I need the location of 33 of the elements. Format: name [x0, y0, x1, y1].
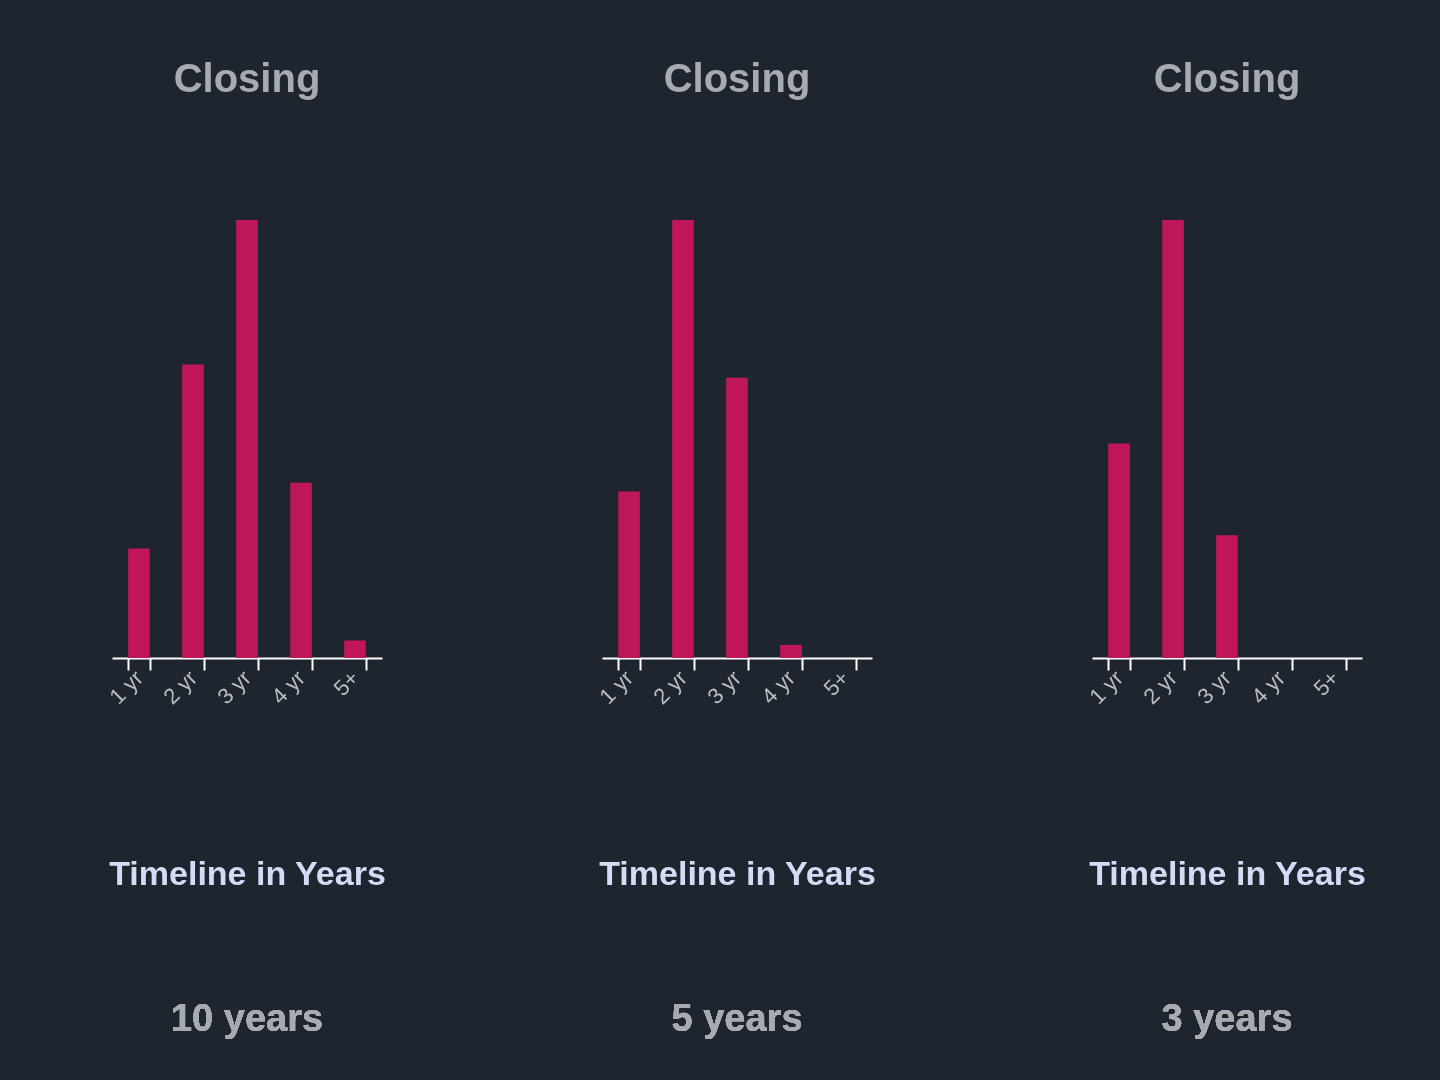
x-tick-label: 5+	[328, 665, 364, 701]
x-axis-title: Timeline in Years	[109, 854, 386, 893]
text: 10 years	[170, 997, 324, 1039]
x-tick-label: 1 yr	[104, 665, 148, 709]
bar	[618, 491, 640, 658]
chart-title: Closing	[663, 56, 811, 100]
x-tick-label: 4 yr	[266, 665, 310, 709]
x-tick-label: 3 yr	[702, 665, 746, 709]
text: 3 years	[1161, 997, 1293, 1039]
x-tick-label: 4 yr	[1246, 665, 1290, 709]
x-tick-label: 4 yr	[756, 665, 800, 709]
bar	[182, 364, 204, 658]
text: 5 years	[671, 997, 803, 1039]
x-axis-title: Timeline in Years	[1089, 854, 1366, 893]
x-tick-label: 3 yr	[1192, 665, 1236, 709]
x-tick-label: 2 yr	[158, 665, 202, 709]
chart-title: Closing	[173, 56, 321, 100]
bar	[236, 220, 258, 658]
x-tick-label: 5+	[818, 665, 854, 701]
bar	[672, 220, 694, 658]
x-tick-label: 2 yr	[1138, 665, 1182, 709]
bar	[726, 377, 748, 658]
bar	[290, 482, 312, 658]
x-tick-label: 1 yr	[594, 665, 638, 709]
x-tick-label: 5+	[1308, 665, 1344, 701]
x-tick-label: 3 yr	[212, 665, 256, 709]
bar	[344, 640, 366, 658]
x-tick-label: 2 yr	[648, 665, 692, 709]
x-tick-label: 1 yr	[1084, 665, 1128, 709]
bar	[128, 548, 150, 658]
chart-title: Closing	[1153, 56, 1301, 100]
bar	[780, 644, 802, 658]
x-axis-title: Timeline in Years	[599, 854, 876, 893]
